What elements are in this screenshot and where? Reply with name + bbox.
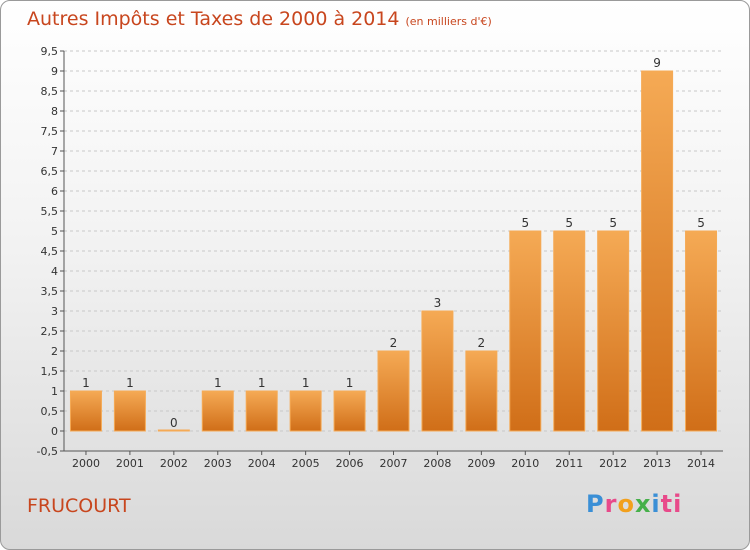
- y-tick-label: 1,5: [41, 365, 59, 378]
- data-label: 2: [390, 336, 398, 350]
- data-label: 0: [170, 416, 178, 430]
- y-axis-ticks: -0,5 0 0,5 1 1,5 2 2,5 3 3,5 4 4,5 5 5,5 6 6,5 7 7,5 8 8,5…: [37, 45, 64, 458]
- bar: [157, 429, 190, 432]
- x-tick-label: 2012: [599, 457, 627, 470]
- bar: [113, 390, 146, 432]
- y-tick-label: 2,5: [41, 325, 59, 338]
- logo-letter: x: [634, 490, 652, 518]
- title-unit: (en milliers d'€): [405, 15, 492, 28]
- y-tick-label: 9: [51, 65, 58, 78]
- x-tick-label: 2009: [467, 457, 495, 470]
- logo-letter: i: [651, 490, 661, 518]
- chart-title: Autres Impôts et Taxes de 2000 à 2014 (en…: [27, 8, 492, 30]
- bar: [597, 230, 630, 432]
- x-tick-label: 2006: [336, 457, 364, 470]
- y-tick-label: 0: [51, 425, 58, 438]
- y-tick-label: 7: [51, 145, 58, 158]
- x-tick-label: 2000: [72, 457, 100, 470]
- data-label: 1: [126, 376, 134, 390]
- bar: [289, 390, 322, 432]
- location-name: FRUCOURT: [27, 495, 131, 517]
- y-tick-label: 3: [51, 305, 58, 318]
- y-tick-label: 3,5: [41, 285, 59, 298]
- y-tick-label: 5: [51, 225, 58, 238]
- data-label: 1: [346, 376, 354, 390]
- data-label: 5: [609, 216, 617, 230]
- bar: [69, 390, 102, 432]
- x-tick-label: 2007: [380, 457, 408, 470]
- bar: [641, 70, 674, 432]
- logo-letter: ti: [660, 490, 683, 518]
- x-tick-label: 2005: [292, 457, 320, 470]
- data-label: 1: [258, 376, 266, 390]
- x-tick-label: 2002: [160, 457, 188, 470]
- data-label: 1: [214, 376, 222, 390]
- y-tick-label: 8: [51, 105, 58, 118]
- y-tick-label: 4,5: [41, 245, 59, 258]
- logo-letter: r: [604, 490, 618, 518]
- y-tick-label: 5,5: [41, 205, 59, 218]
- y-tick-label: -0,5: [37, 445, 58, 458]
- x-tick-label: 2011: [555, 457, 583, 470]
- bar: [377, 350, 410, 432]
- x-tick-label: 2010: [511, 457, 539, 470]
- title-main: Autres Impôts et Taxes de 2000 à 2014: [27, 8, 400, 30]
- x-tick-label: 2013: [643, 457, 671, 470]
- y-tick-label: 7,5: [41, 125, 59, 138]
- y-tick-label: 2: [51, 345, 58, 358]
- bar: [333, 390, 366, 432]
- logo-letter: o: [617, 490, 635, 518]
- data-label: 2: [478, 336, 486, 350]
- data-label: 3: [434, 296, 442, 310]
- y-tick-label: 6: [51, 185, 58, 198]
- grid-lines: [64, 50, 723, 452]
- proxiti-logo[interactable]: Proxiti: [586, 490, 682, 518]
- bar: [685, 230, 718, 432]
- bars: 1 1 0 1 1 1 1 2 3 2 5 5 5 9 5: [69, 56, 718, 432]
- bar: [465, 350, 498, 432]
- x-axis-ticks: 2000 2001 2002 2003 2004 2005 2006 2007 2008 2009…: [72, 451, 715, 470]
- x-tick-label: 2001: [116, 457, 144, 470]
- y-tick-label: 9,5: [41, 45, 59, 58]
- data-label: 1: [302, 376, 310, 390]
- y-tick-label: 1: [51, 385, 58, 398]
- x-tick-label: 2014: [687, 457, 715, 470]
- y-tick-label: 4: [51, 265, 58, 278]
- data-label: 5: [521, 216, 529, 230]
- data-label: 5: [565, 216, 573, 230]
- y-tick-label: 0,5: [41, 405, 59, 418]
- bar: [553, 230, 586, 432]
- x-tick-label: 2003: [204, 457, 232, 470]
- data-label: 9: [653, 56, 661, 70]
- x-tick-label: 2004: [248, 457, 276, 470]
- data-label: 1: [82, 376, 90, 390]
- bar: [421, 310, 454, 432]
- y-tick-label: 6,5: [41, 165, 59, 178]
- bar: [509, 230, 542, 432]
- bar: [245, 390, 278, 432]
- bar: [201, 390, 234, 432]
- x-tick-label: 2008: [423, 457, 451, 470]
- data-label: 5: [697, 216, 705, 230]
- logo-letter: P: [586, 490, 605, 518]
- y-tick-label: 8,5: [41, 85, 59, 98]
